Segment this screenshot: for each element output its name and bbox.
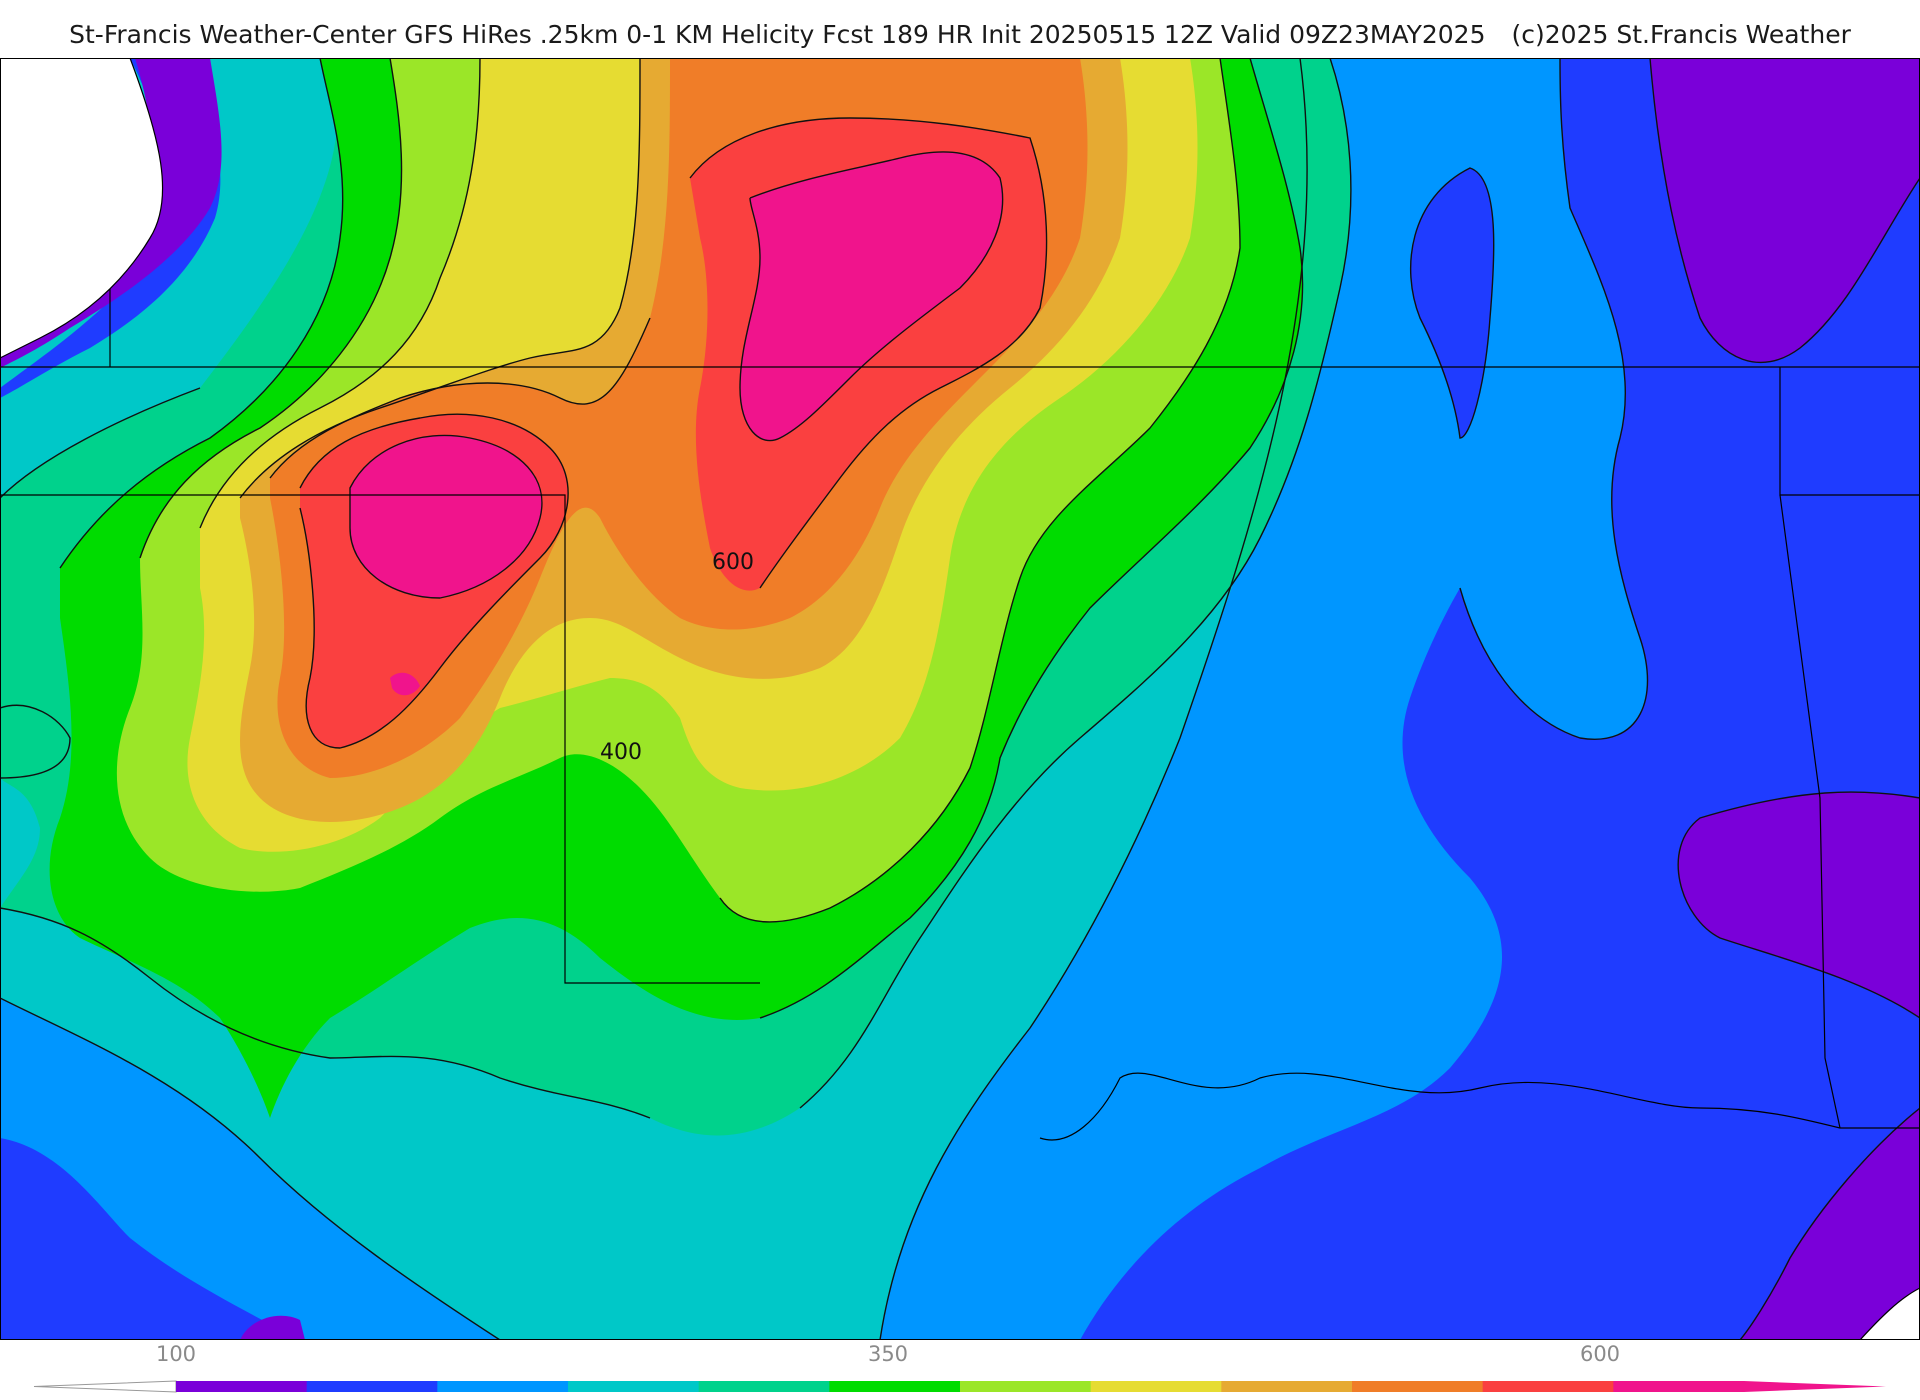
legend-swatch <box>1482 1381 1614 1392</box>
helicity-band-blue-east <box>1080 58 1920 1340</box>
legend-swatch <box>437 1381 569 1392</box>
helicity-band-purple-ne <box>1650 58 1920 363</box>
helicity-map: 600 400 <box>0 58 1920 1340</box>
legend-swatch <box>1221 1381 1353 1392</box>
helicity-contours <box>0 58 1920 1340</box>
legend-swatch <box>1352 1381 1484 1392</box>
map-title-bar: St-Francis Weather-Center GFS HiRes .25k… <box>0 14 1920 54</box>
helicity-band-purple-se <box>1740 1108 1920 1340</box>
legend-swatch <box>960 1381 1092 1392</box>
legend-swatch <box>698 1381 830 1392</box>
legend-tick-100: 100 <box>155 1342 197 1366</box>
legend-swatch <box>1090 1381 1222 1392</box>
contour-label-600: 600 <box>712 550 754 575</box>
legend-tick-600: 600 <box>1579 1342 1621 1366</box>
legend-swatch <box>1613 1381 1745 1392</box>
helicity-band-purple-e <box>1678 792 1920 1018</box>
legend-swatch <box>829 1381 961 1392</box>
legend-swatch <box>568 1381 700 1392</box>
color-legend: 100 350 600 <box>0 1340 1920 1400</box>
legend-colorbar <box>33 1380 1886 1393</box>
legend-swatch <box>176 1381 308 1392</box>
contour-label-400: 400 <box>600 740 642 765</box>
legend-arrow-low <box>33 1380 177 1393</box>
map-title: St-Francis Weather-Center GFS HiRes .25k… <box>69 19 1486 49</box>
legend-arrow-high <box>1744 1381 1886 1392</box>
helicity-band-magenta <box>350 152 1003 696</box>
helicity-band-purple-s <box>240 1315 305 1340</box>
legend-tick-350: 350 <box>867 1342 909 1366</box>
helicity-band-purple-nw <box>0 58 222 368</box>
helicity-band-blue-sw <box>0 1138 300 1340</box>
legend-swatch <box>306 1381 438 1392</box>
helicity-band-blue-island <box>1410 168 1494 438</box>
copyright-notice: (c)2025 St.Francis Weather <box>1511 19 1851 49</box>
no-data-region-nw <box>0 58 164 359</box>
